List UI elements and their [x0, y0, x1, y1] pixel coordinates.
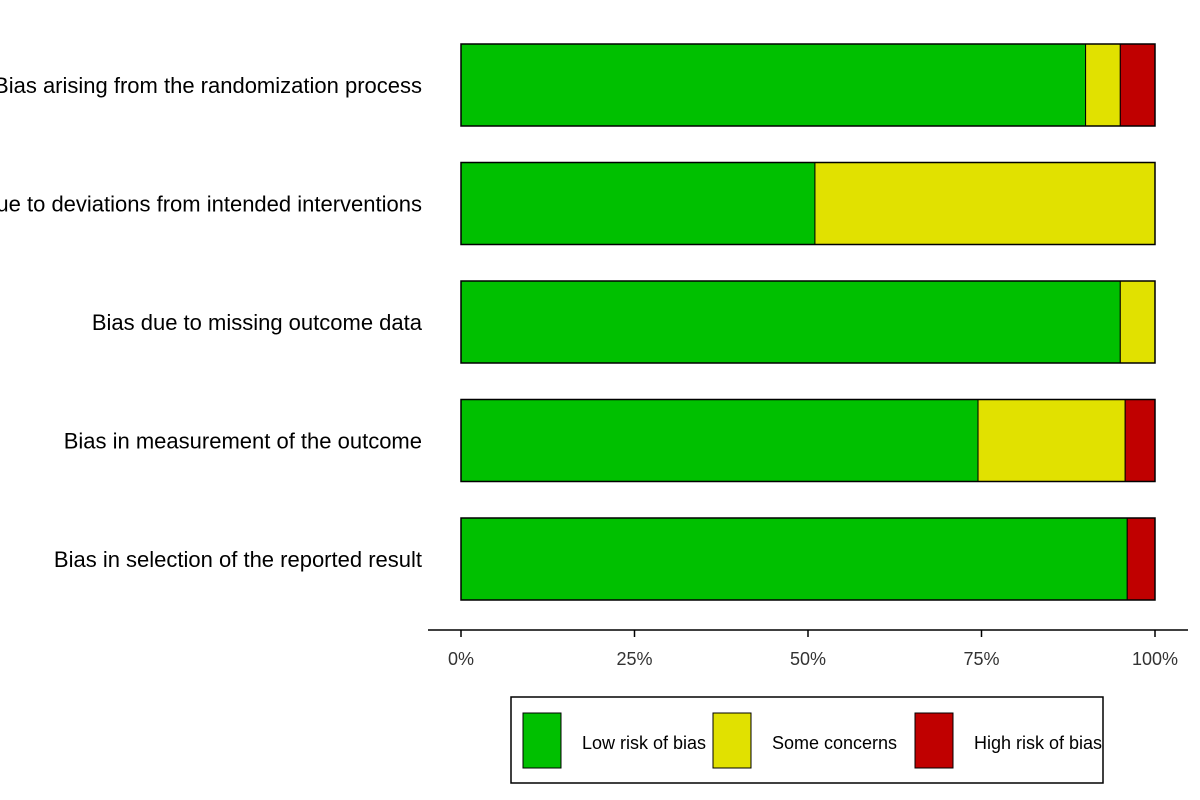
legend-box: [510, 696, 1104, 784]
legend-swatch-high-risk-of-bias: [914, 712, 954, 769]
bar-segment-5-low-risk-of-bias: [460, 517, 1128, 601]
category-label-2: Bias due to deviations from intended int…: [0, 192, 422, 217]
bar-outline-3: [460, 280, 1156, 364]
category-label-3: Bias due to missing outcome data: [92, 310, 423, 335]
x-axis: 0% 25% 50% 75% 100%: [428, 629, 1188, 669]
x-tick-label-5: 100%: [1132, 649, 1178, 669]
bar-outline-5: [460, 517, 1156, 601]
category-label-4: Bias in measurement of the outcome: [64, 429, 422, 454]
x-tick-label-3: 50%: [790, 649, 826, 669]
bar-segment-1-low-risk-of-bias: [460, 43, 1087, 127]
x-tick-label-4: 75%: [963, 649, 999, 669]
x-tick-label-1: 0%: [448, 649, 474, 669]
bar-segment-3-low-risk-of-bias: [460, 280, 1121, 364]
bar-segment-3-some-concerns: [1119, 280, 1156, 364]
bar-segment-4-some-concerns: [977, 399, 1126, 482]
bar-segment-1-high-risk-of-bias: [1119, 43, 1156, 127]
bar-segment-4-high-risk-of-bias: [1124, 399, 1156, 482]
legend: Low risk of bias Some concerns High risk o…: [510, 696, 1104, 784]
legend-swatch-low-risk-of-bias: [522, 712, 562, 769]
category-label-1: Bias arising from the randomization proc…: [0, 73, 422, 98]
bar-segment-4-low-risk-of-bias: [460, 399, 979, 482]
bar-outline-2: [460, 161, 1156, 246]
x-tick-label-2: 25%: [616, 649, 652, 669]
bar-segment-1-some-concerns: [1085, 43, 1121, 127]
bar-segment-2-some-concerns: [814, 162, 1156, 245]
category-label-5: Bias in selection of the reported result: [54, 547, 422, 572]
legend-label-low-risk-of-bias: Low risk of bias: [582, 733, 706, 753]
bar-outline-4: [460, 398, 1156, 483]
category-labels: Bias arising from the randomization proc…: [0, 73, 423, 572]
legend-label-some-concerns: Some concerns: [772, 733, 897, 753]
bars-group: [460, 43, 1156, 601]
legend-label-high-risk-of-bias: High risk of bias: [974, 733, 1102, 753]
bar-outline-1: [460, 43, 1156, 127]
bar-segment-5-high-risk-of-bias: [1126, 517, 1156, 601]
bar-segment-2-low-risk-of-bias: [460, 162, 816, 245]
legend-swatch-some-concerns: [712, 712, 752, 769]
